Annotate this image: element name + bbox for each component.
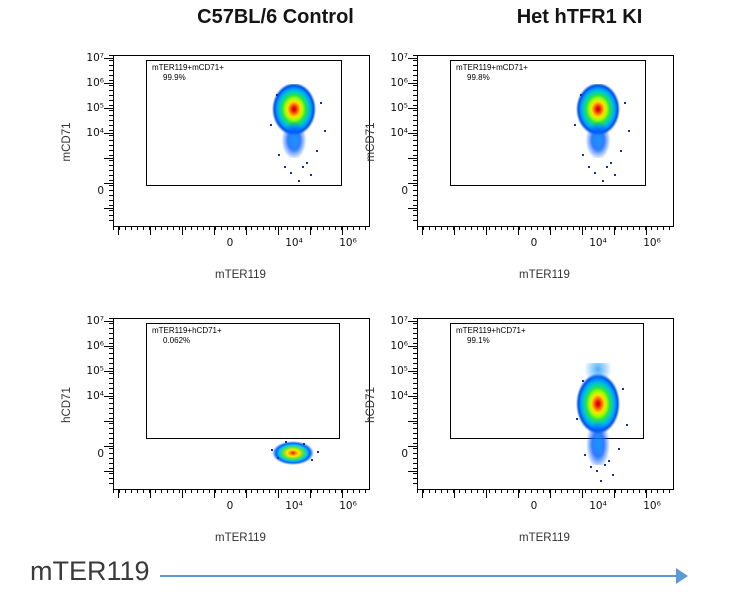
x-tick-label: 10⁶ (643, 237, 661, 249)
y-tick-label: 10⁶ (86, 340, 104, 352)
y-axis-major-ticks (104, 321, 113, 485)
gate-label: mTER119+hCD71+ (152, 326, 222, 335)
x-tick-label: 0 (226, 500, 234, 512)
y-tick-label: 0 (401, 185, 408, 197)
x-axis-label: mTER119 (519, 269, 570, 281)
x-axis-label: mTER119 (215, 269, 266, 281)
y-tick-label: 0 (401, 448, 408, 460)
y-tick-label: 10⁷ (390, 315, 408, 327)
x-tick-label: 0 (226, 237, 234, 249)
x-tick-label: 10⁴ (285, 237, 303, 249)
cell-population-density (575, 363, 621, 465)
gate-rectangle: mTER119+mCD71+ 99.9% (146, 60, 342, 186)
gate-label: mTER119+mCD71+ (456, 63, 528, 72)
column-title-ki: Het hTFR1 KI (516, 6, 643, 28)
gate-rectangle: mTER119+hCD71+ 99.1% (450, 323, 644, 439)
gate-label: mTER119+hCD71+ (456, 326, 526, 335)
plot-area: mTER119+hCD71+ 99.1% (417, 318, 674, 490)
x-tick-label: 10⁶ (339, 500, 357, 512)
y-tick-label: 10⁶ (390, 340, 408, 352)
panel-ki-hcd71: hCD71 10⁷ 10⁶ 10⁵ 10⁴ 0 mTER119+hCD71+ 9… (352, 315, 682, 558)
y-tick-label: 10⁶ (86, 77, 104, 89)
x-tick-label: 10⁴ (285, 500, 303, 512)
x-axis-label: mTER119 (215, 532, 266, 544)
scatter-outlier-dots (294, 114, 296, 116)
y-tick-label: 0 (97, 448, 104, 460)
y-tick-label: 10⁵ (390, 365, 408, 377)
x-tick-label: 0 (530, 237, 538, 249)
x-axis-major-ticks (118, 489, 366, 498)
y-axis-major-ticks (104, 58, 113, 222)
y-tick-label: 10⁴ (86, 127, 104, 139)
x-tick-label: 0 (530, 500, 538, 512)
x-tick-label: 10⁶ (339, 237, 357, 249)
y-tick-label: 10⁴ (86, 390, 104, 402)
y-tick-label: 10⁷ (86, 52, 104, 64)
y-tick-label: 10⁷ (86, 315, 104, 327)
x-tick-label: 10⁴ (589, 237, 607, 249)
plot-area: mTER119+hCD71+ 0.062% (113, 318, 370, 490)
scatter-outlier-dots (598, 114, 600, 116)
gate-percent: 99.9% (163, 73, 186, 82)
gate-percent: 99.8% (467, 73, 490, 82)
cell-population-density (272, 441, 314, 465)
y-axis-major-ticks (408, 321, 417, 485)
bottom-axis-title: mTER119 (30, 556, 150, 586)
axis-arrow-line (160, 575, 678, 577)
column-title-control: C57BL/6 Control (197, 6, 354, 28)
cell-population-density (270, 84, 318, 158)
gate-percent: 0.062% (163, 336, 191, 345)
panel-control-mcd71: mCD71 10⁷ 10⁶ 10⁵ 10⁴ 0 mTER119+mCD71+ 9… (48, 52, 378, 295)
y-tick-label: 10⁵ (86, 102, 104, 114)
x-tick-label: 10⁴ (589, 500, 607, 512)
y-tick-label: 10⁴ (390, 390, 408, 402)
plot-area: mTER119+mCD71+ 99.8% (417, 55, 674, 227)
y-tick-label: 10⁷ (390, 52, 408, 64)
y-axis-major-ticks (408, 58, 417, 222)
cell-population-density (574, 84, 622, 158)
panel-control-hcd71: hCD71 10⁷ 10⁶ 10⁵ 10⁴ 0 mTER119+hCD71+ 0… (48, 315, 378, 558)
x-axis-major-ticks (422, 226, 670, 235)
scatter-outlier-dots (598, 404, 600, 406)
gate-percent: 99.1% (467, 336, 490, 345)
plot-area: mTER119+mCD71+ 99.9% (113, 55, 370, 227)
gate-label: mTER119+mCD71+ (152, 63, 224, 72)
gate-rectangle: mTER119+mCD71+ 99.8% (450, 60, 646, 186)
y-tick-label: 10⁴ (390, 127, 408, 139)
y-tick-label: 10⁵ (390, 102, 408, 114)
x-tick-label: 10⁶ (643, 500, 661, 512)
y-tick-label: 0 (97, 185, 104, 197)
x-axis-label: mTER119 (519, 532, 570, 544)
gate-rectangle: mTER119+hCD71+ 0.062% (146, 323, 340, 439)
scatter-outlier-dots (293, 451, 295, 453)
y-tick-label: 10⁶ (390, 77, 408, 89)
panel-ki-mcd71: mCD71 10⁷ 10⁶ 10⁵ 10⁴ 0 mTER119+mCD71+ 9… (352, 52, 682, 295)
y-tick-label: 10⁵ (86, 365, 104, 377)
axis-arrow-head-icon (676, 568, 688, 584)
x-axis-major-ticks (422, 489, 670, 498)
x-axis-major-ticks (118, 226, 366, 235)
